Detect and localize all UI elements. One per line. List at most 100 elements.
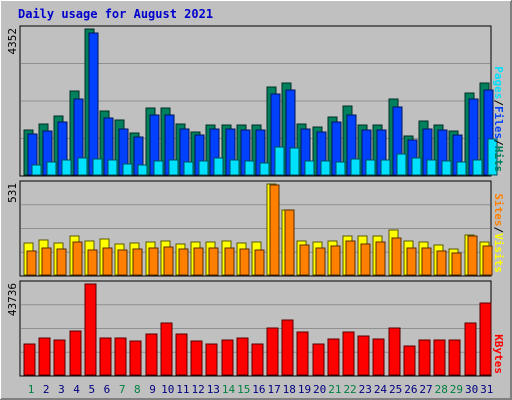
- bar-pages-day-30: [472, 159, 483, 176]
- x-axis-label-day-1: 1: [28, 383, 35, 396]
- x-axis-label-day-19: 19: [298, 383, 311, 396]
- bar-kbytes-day-11: [175, 333, 188, 376]
- bar-sites-day-22: [345, 240, 356, 276]
- bar-sites-day-1: [26, 250, 37, 276]
- bar-sites-day-26: [406, 247, 417, 276]
- bar-pages-day-15: [244, 160, 255, 176]
- bar-kbytes-day-14: [221, 339, 234, 376]
- y-axis-max-label: 43736: [6, 283, 19, 316]
- x-axis-label-day-13: 13: [207, 383, 220, 396]
- bar-files-day-5: [88, 32, 99, 176]
- bar-pages-day-31: [487, 138, 498, 176]
- x-axis-day-labels: 1 2 3 4 5 6 7 8 9 10 11 12 13 14 15 16 17 18 19 20 21 22 23 24 2…: [28, 383, 494, 396]
- bar-sites-day-19: [299, 244, 310, 276]
- x-axis-label-day-6: 6: [104, 383, 111, 396]
- chart-panels: 4352Pages/Files/Hits531Sites/Visits43736…: [6, 25, 505, 377]
- bar-kbytes-day-31: [479, 302, 492, 376]
- bar-pages-day-17: [274, 146, 285, 176]
- x-axis-label-day-26: 26: [404, 383, 417, 396]
- bar-pages-day-23: [365, 159, 376, 176]
- bar-kbytes-day-29: [448, 339, 461, 376]
- bar-kbytes-day-27: [418, 339, 431, 376]
- bar-kbytes-day-10: [160, 322, 173, 376]
- legend-item-0: KBytes: [492, 334, 505, 374]
- bar-kbytes-day-28: [433, 339, 446, 376]
- bar-sites-day-29: [451, 252, 462, 276]
- x-axis-label-day-29: 29: [450, 383, 463, 396]
- bar-sites-day-6: [102, 247, 113, 276]
- bar-pages-day-25: [396, 153, 407, 176]
- legend-item-0: Pages: [492, 66, 505, 99]
- bar-kbytes-day-22: [342, 331, 355, 376]
- x-axis-label-day-28: 28: [435, 383, 448, 396]
- bar-kbytes-day-1: [23, 343, 36, 376]
- bar-kbytes-day-19: [296, 331, 309, 376]
- bar-pages-day-4: [77, 157, 88, 176]
- bar-pages-day-11: [183, 161, 194, 176]
- x-axis-label-day-7: 7: [119, 383, 126, 396]
- bar-sites-day-23: [360, 243, 371, 276]
- bar-kbytes-day-23: [357, 335, 370, 376]
- y-axis-max-label: 531: [6, 183, 19, 203]
- legend-item-3: /: [492, 139, 505, 146]
- bar-pages-day-13: [213, 157, 224, 176]
- bar-pages-day-27: [426, 159, 437, 176]
- bar-sites-day-14: [224, 247, 235, 276]
- bar-kbytes-day-9: [145, 333, 158, 376]
- bar-kbytes-day-18: [281, 319, 294, 376]
- x-axis-label-day-15: 15: [237, 383, 250, 396]
- bar-pages-day-9: [153, 160, 164, 176]
- bar-sites-day-27: [421, 247, 432, 276]
- x-axis-label-day-16: 16: [252, 383, 265, 396]
- bar-kbytes-day-21: [327, 338, 340, 376]
- chart-title: Daily usage for August 2021: [18, 7, 214, 21]
- bar-sites-day-28: [436, 250, 447, 276]
- x-axis-label-day-9: 9: [149, 383, 156, 396]
- bar-pages-day-21: [335, 161, 346, 176]
- bar-sites-day-16: [254, 249, 265, 276]
- x-axis-label-day-25: 25: [389, 383, 402, 396]
- x-axis-label-day-2: 2: [43, 383, 50, 396]
- bar-sites-day-2: [41, 247, 52, 276]
- legend-hits-files-pages: Pages/Files/Hits: [492, 66, 505, 172]
- bar-kbytes-day-8: [129, 340, 142, 376]
- bar-kbytes-day-15: [236, 337, 249, 376]
- bar-pages-day-28: [441, 160, 452, 176]
- x-axis-label-day-17: 17: [267, 383, 280, 396]
- bar-pages-day-2: [46, 161, 57, 176]
- bar-sites-day-17: [269, 184, 280, 276]
- bar-pages-day-19: [304, 160, 315, 176]
- bar-sites-day-20: [315, 247, 326, 276]
- x-axis-label-day-23: 23: [359, 383, 372, 396]
- bar-pages-day-16: [259, 162, 270, 176]
- x-axis-label-day-4: 4: [73, 383, 80, 396]
- bar-kbytes-day-26: [403, 345, 416, 376]
- bar-kbytes-day-6: [99, 337, 112, 376]
- bar-pages-day-8: [137, 164, 148, 176]
- bar-sites-day-7: [117, 249, 128, 276]
- bar-sites-day-30: [467, 235, 478, 276]
- bar-pages-day-14: [229, 159, 240, 176]
- bar-kbytes-day-12: [190, 340, 203, 376]
- bar-pages-day-12: [198, 160, 209, 176]
- bar-sites-day-11: [178, 248, 189, 276]
- bar-sites-day-25: [391, 237, 402, 276]
- x-axis-label-day-8: 8: [134, 383, 141, 396]
- legend-item-1: /: [492, 227, 505, 234]
- bar-sites-day-3: [56, 248, 67, 276]
- bar-sites-day-18: [284, 209, 295, 276]
- x-axis-label-day-5: 5: [88, 383, 95, 396]
- panel-kbytes: 43736 KBytes: [6, 280, 505, 377]
- x-axis-label-day-20: 20: [313, 383, 326, 396]
- bar-sites-day-5: [87, 249, 98, 276]
- x-axis-label-day-30: 30: [465, 383, 478, 396]
- x-axis-label-day-10: 10: [161, 383, 174, 396]
- x-axis-label-day-24: 24: [374, 383, 388, 396]
- bar-pages-day-6: [107, 159, 118, 176]
- bar-pages-day-7: [122, 163, 133, 176]
- x-axis-label-day-27: 27: [419, 383, 432, 396]
- legend-item-0: Sites: [492, 193, 505, 226]
- bar-pages-day-26: [411, 157, 422, 176]
- x-axis-label-day-18: 18: [283, 383, 296, 396]
